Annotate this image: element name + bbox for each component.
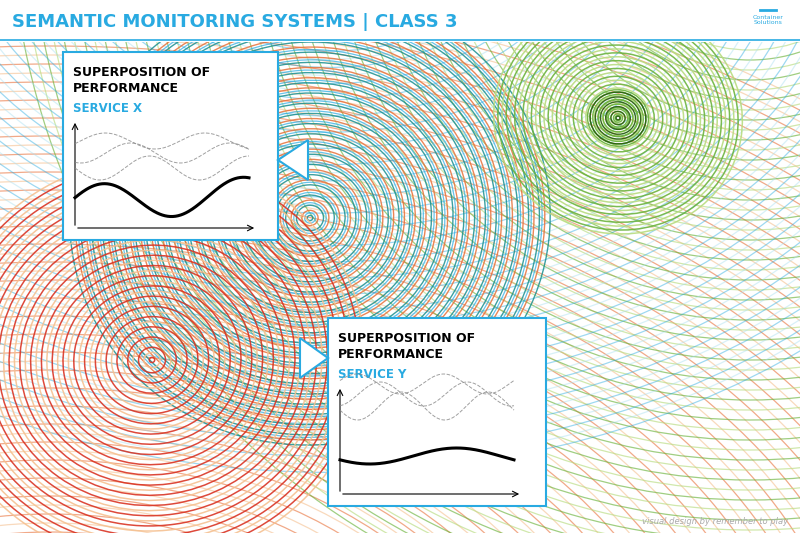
Text: SEMANTIC MONITORING SYSTEMS | CLASS 3: SEMANTIC MONITORING SYSTEMS | CLASS 3 [12, 13, 458, 31]
Text: SERVICE Y: SERVICE Y [338, 368, 406, 381]
Bar [328, 318, 546, 506]
Text: SUPERPOSITION OF: SUPERPOSITION OF [338, 332, 475, 345]
Text: PERFORMANCE: PERFORMANCE [73, 82, 179, 95]
Polygon shape [278, 140, 308, 180]
Text: PERFORMANCE: PERFORMANCE [338, 348, 444, 361]
Text: Container
Solutions: Container Solutions [753, 14, 783, 26]
Text: SUPERPOSITION OF: SUPERPOSITION OF [73, 66, 210, 79]
Text: visual design by remember to play: visual design by remember to play [642, 517, 788, 526]
Bar [0, 0, 800, 42]
Text: SERVICE X: SERVICE X [73, 102, 142, 115]
Polygon shape [300, 338, 328, 378]
Bar [63, 52, 278, 240]
